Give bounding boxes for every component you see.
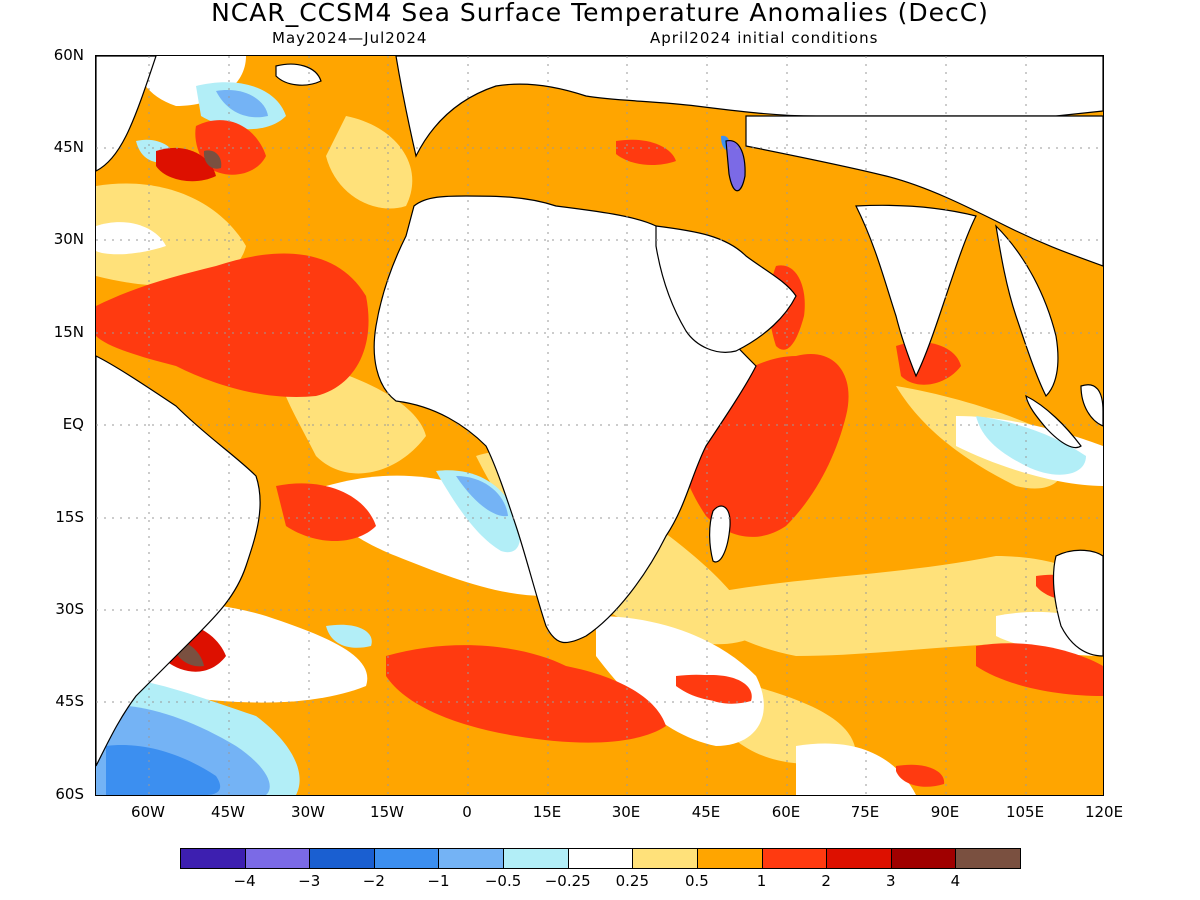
colorbar-swatch [955,848,1021,869]
anomaly-fill-negative [96,82,1086,795]
lon-label-105e: 105E [1005,803,1045,821]
lat-label-30n: 30N [53,230,84,248]
colorbar-swatch [632,848,698,869]
map-canvas [96,56,1103,795]
lat-label-15s: 15S [55,508,84,526]
colorbar-label: −0.5 [484,872,522,890]
colorbar-label: −4 [233,872,256,890]
colorbar-swatch [761,848,828,869]
lon-label-60e: 60E [771,803,801,821]
lon-label-30e: 30E [611,803,641,821]
colorbar-label: 4 [950,872,961,890]
sst-anomaly-map [95,55,1104,796]
colorbar-label: 0.5 [684,872,709,890]
colorbar-label: −3 [298,872,321,890]
colorbar-swatch [696,848,763,869]
lat-label-45n: 45N [53,138,84,156]
lat-label-eq: EQ [62,415,84,433]
colorbar-swatch [309,848,375,869]
colorbar-label: −0.25 [544,872,591,890]
forecast-period: May2024—Jul2024 [272,29,428,47]
lat-label-60s: 60S [55,785,84,803]
grid-lines [96,56,1103,795]
colorbar-label: −2 [362,872,385,890]
lon-label-15w: 15W [370,803,404,821]
initial-conditions: April2024 initial conditions [650,29,879,47]
lon-label-120e: 120E [1084,803,1124,821]
lat-label-30s: 30S [55,600,84,618]
colorbar-label: 0.25 [615,872,649,890]
lat-label-15n: 15N [53,323,84,341]
lon-label-75e: 75E [850,803,880,821]
lat-label-45s: 45S [55,692,84,710]
lat-label-60n: 60N [53,46,84,64]
colorbar-swatch [503,848,569,869]
lon-label-60w: 60W [131,803,165,821]
colorbar-swatch [890,848,957,869]
land-masses [96,56,1103,767]
colorbar-swatch [567,848,634,869]
colorbar-label: 3 [885,872,896,890]
lon-label-90e: 90E [930,803,960,821]
colorbar [180,848,1021,869]
lon-label-15e: 15E [532,803,562,821]
colorbar-label: −1 [427,872,450,890]
lon-label-0: 0 [462,803,472,821]
map-title: NCAR_CCSM4 Sea Surface Temperature Anoma… [211,0,989,27]
lon-label-45w: 45W [211,803,245,821]
colorbar-label: 2 [821,872,831,890]
colorbar-swatch [826,848,892,869]
colorbar-swatch [180,848,246,869]
colorbar-swatch [438,848,505,869]
colorbar-swatch [373,848,440,869]
colorbar-label: 1 [756,872,767,890]
lon-label-30w: 30W [291,803,325,821]
colorbar-swatch [244,848,311,869]
lon-label-45e: 45E [691,803,721,821]
